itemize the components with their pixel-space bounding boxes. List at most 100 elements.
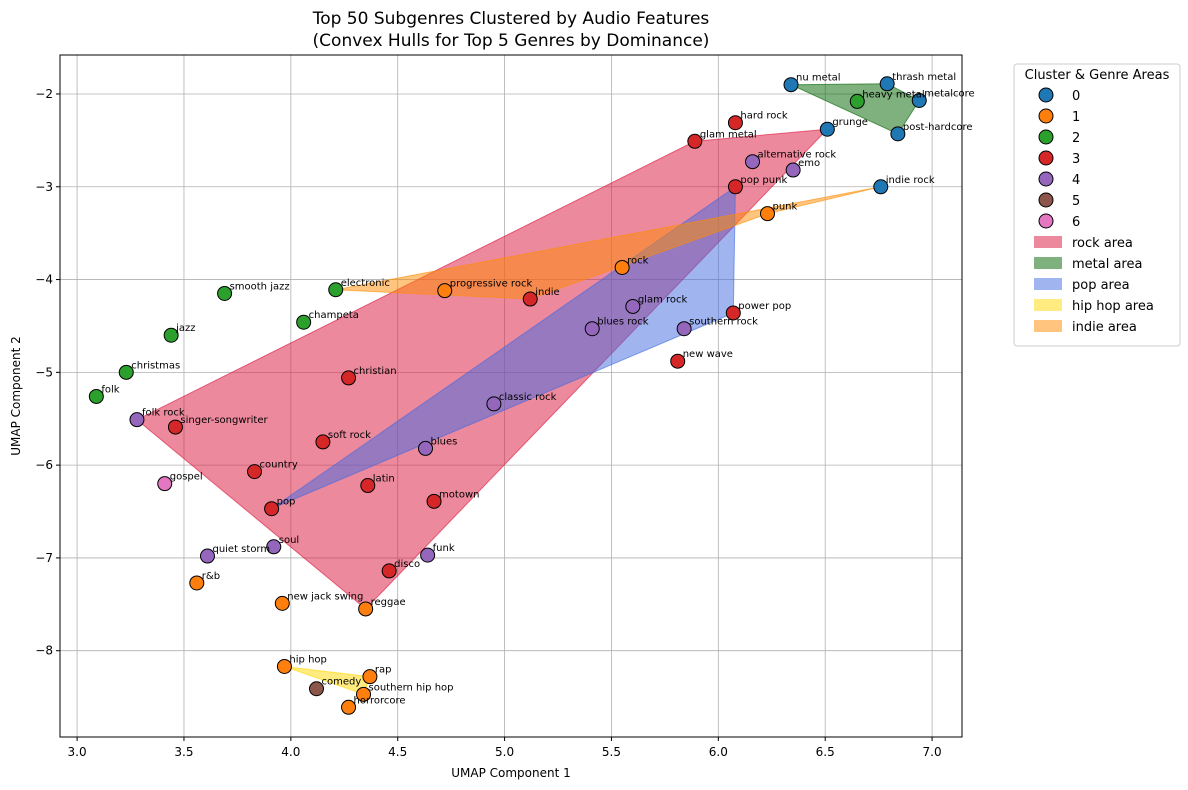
data-point	[266, 539, 282, 555]
chart-title-line-1: Top 50 Subgenres Clustered by Audio Feat…	[312, 9, 710, 29]
legend-area-label: metal area	[1072, 257, 1142, 272]
legend-box	[1013, 63, 1181, 347]
y-tick-label: −6	[35, 458, 53, 472]
data-point	[727, 179, 743, 195]
data-point	[308, 681, 324, 697]
point-label: post-hardcore	[903, 122, 973, 133]
data-point	[358, 601, 374, 617]
point-label: gospel	[170, 472, 203, 483]
data-point	[670, 353, 686, 369]
x-tick-label: 5.5	[602, 745, 621, 759]
data-point	[426, 493, 442, 509]
point-label: latin	[373, 474, 395, 485]
point-label: reggae	[371, 597, 406, 608]
data-point	[890, 126, 906, 142]
point-label: indie rock	[886, 175, 935, 186]
legend-cluster-label: 6	[1072, 215, 1080, 230]
point-label: christmas	[131, 360, 180, 371]
y-tick-label: −4	[35, 273, 53, 287]
point-label: classic rock	[499, 392, 557, 403]
point-label: glam rock	[638, 294, 688, 305]
data-point	[614, 259, 630, 275]
legend-area-label: hip hop area	[1072, 299, 1154, 314]
point-label: champeta	[309, 310, 359, 321]
point-label: comedy	[321, 677, 361, 688]
data-point	[687, 133, 703, 149]
y-tick-label: −7	[35, 551, 53, 565]
data-point	[276, 658, 292, 674]
legend-area-label: pop area	[1072, 278, 1130, 293]
data-point	[759, 206, 775, 222]
point-label: smooth jazz	[230, 281, 290, 292]
point-label: grunge	[832, 117, 868, 128]
data-point	[189, 575, 205, 591]
point-label: heavy metal	[862, 89, 924, 100]
point-label: indie	[535, 287, 559, 298]
data-point	[486, 396, 502, 412]
point-label: electronic	[341, 278, 390, 289]
data-point	[819, 121, 835, 137]
data-point	[785, 162, 801, 178]
data-point	[163, 327, 179, 343]
point-label: hip hop	[289, 654, 326, 665]
legend-cluster-marker	[1038, 87, 1054, 103]
data-point	[341, 370, 357, 386]
data-point	[264, 501, 280, 517]
data-point	[247, 464, 263, 480]
data-point	[727, 115, 743, 131]
chart-title-line-2: (Convex Hulls for Top 5 Genres by Domina…	[313, 31, 710, 51]
point-label: soft rock	[328, 430, 371, 441]
point-label: hard rock	[740, 111, 787, 122]
point-label: punk	[772, 202, 797, 213]
legend-cluster-marker	[1038, 150, 1054, 166]
point-label: singer-songwriter	[180, 415, 268, 426]
point-label: metalcore	[924, 88, 974, 99]
data-point	[745, 154, 761, 170]
data-point	[199, 548, 215, 564]
data-point	[362, 669, 378, 685]
x-tick-label: 7.0	[923, 745, 942, 759]
data-point	[437, 283, 453, 299]
point-label: power pop	[738, 301, 791, 312]
legend-cluster-label: 3	[1072, 152, 1080, 167]
data-point	[725, 305, 741, 321]
y-tick-label: −3	[35, 180, 53, 194]
legend-title: Cluster & Genre Areas	[1025, 68, 1170, 83]
point-label: motown	[439, 489, 479, 500]
x-tick-label: 6.0	[709, 745, 728, 759]
point-label: alternative rock	[758, 150, 837, 161]
tick-layer: 3.0 3.5 4.0 4.5 5.0 5.5 6.0 6.5 7.0 −8 −7 −6 −5 −4 −3 −…	[35, 87, 941, 759]
data-point	[118, 364, 134, 380]
point-label: pop	[277, 497, 296, 508]
legend-cluster-label: 4	[1072, 173, 1080, 188]
legend-area-label: rock area	[1072, 236, 1133, 251]
legend-area-swatch	[1034, 257, 1062, 269]
y-tick-label: −5	[35, 365, 53, 379]
y-tick-label: −8	[35, 644, 53, 658]
x-axis-label: UMAP Component 1	[451, 766, 571, 780]
data-point	[522, 291, 538, 307]
legend-area-swatch	[1034, 278, 1062, 290]
legend-cluster-marker	[1038, 108, 1054, 124]
point-label: blues	[431, 436, 458, 447]
y-tick-label: −2	[35, 87, 53, 101]
data-point	[296, 314, 312, 330]
data-point	[360, 478, 376, 494]
point-label: southern hip hop	[369, 682, 454, 693]
legend-area-swatch	[1034, 236, 1062, 248]
point-label: progressive rock	[450, 279, 533, 290]
point-label: quiet storm	[212, 544, 270, 555]
data-point	[625, 298, 641, 314]
x-tick-label: 3.0	[68, 745, 87, 759]
point-label: jazz	[175, 323, 195, 334]
plot-frame	[59, 54, 963, 738]
data-point	[873, 179, 889, 195]
legend-area-swatch	[1034, 320, 1062, 332]
point-label: southern rock	[689, 317, 758, 328]
data-point	[418, 440, 434, 456]
data-point	[274, 595, 290, 611]
point-label: folk	[101, 384, 119, 395]
point-label: thrash metal	[892, 72, 956, 83]
legend-cluster-marker	[1038, 129, 1054, 145]
